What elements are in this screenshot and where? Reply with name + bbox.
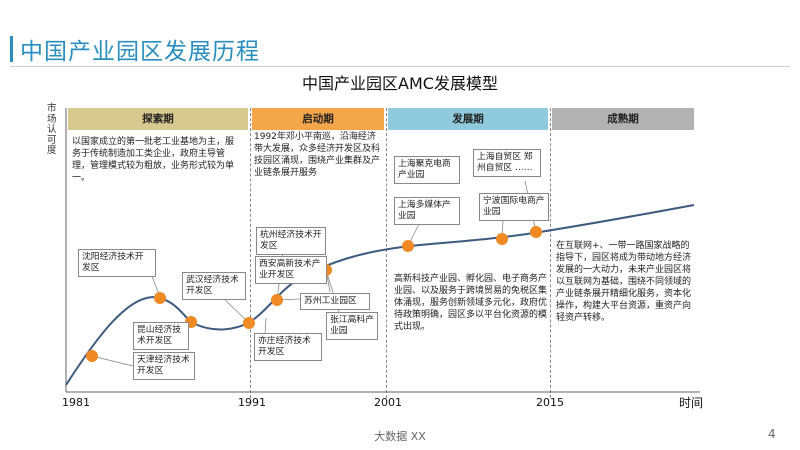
label-suzhou: 苏州工业园区: [300, 293, 370, 310]
marker-tianjin: [86, 350, 98, 362]
y-axis-label: 市场认可度: [47, 103, 57, 156]
title-accent-bar: [10, 36, 13, 62]
page-number: 4: [768, 427, 776, 441]
marker-wuhan: [243, 317, 255, 329]
label-ftz: 上海自贸区 郑州自贸区 ……: [473, 149, 541, 177]
label-multimedia: 上海多媒体产业园: [394, 197, 460, 225]
marker-shenyang: [154, 292, 166, 304]
x-axis-label: 时间: [679, 396, 704, 410]
year-label-2015: 2015: [536, 396, 564, 409]
label-kunshan: 昆山经济技术开发区: [133, 322, 189, 350]
year-label-1991: 1991: [238, 396, 266, 409]
model-title: 中国产业园区AMC发展模型: [302, 74, 498, 93]
phase-header-development: 发展期: [388, 108, 548, 130]
marker-ftz: [530, 226, 542, 238]
title-divider: [10, 66, 790, 67]
label-zhangjiang: 张江高科产业园: [326, 312, 378, 340]
year-label-2001: 2001: [374, 396, 402, 409]
label-yizhuang: 亦庄经济技术开发区: [254, 333, 322, 361]
label-hangzhou: 杭州经济技术开发区: [256, 227, 326, 255]
phase-description-development: 高新科技产业园、孵化园、电子商务产业园、以及服务于跨境贸易的免税区集体涌现，服务…: [394, 274, 548, 332]
connector-tianjin: [91, 355, 134, 367]
label-wuhan: 武汉经济技术开发区: [182, 272, 246, 300]
footer-text: 大数据 XX: [374, 430, 426, 443]
label-tianjin: 天津经济技术开发区: [133, 352, 195, 380]
page-title: 中国产业园区发展历程: [20, 39, 260, 65]
phase-description-exploration: 以国家成立的第一批老工业基地为主，服务于传统制造加工类企业，政府主导管理，管理模…: [72, 137, 235, 183]
marker-hangzhou: [271, 294, 283, 306]
phase-header-exploration: 探索期: [68, 108, 248, 130]
axes: [65, 108, 700, 393]
connector-wuhan: [220, 295, 250, 324]
phase-description-maturity: 在互联网+、一带一路国家战略的指导下，园区将成为带动地方经济发展的一大动力，未来…: [556, 241, 692, 323]
year-label-1981: 1981: [62, 396, 90, 409]
connector-yizhuang: [264, 317, 267, 336]
phase-description-startup: 1992年邓小平南巡，沿海经济带大发展，众多经济开发区及科技园区涌现，围绕产业集…: [254, 132, 381, 178]
label-shenyang: 沈阳经济技术开发区: [78, 249, 156, 277]
phase-divider-2001: [386, 108, 387, 398]
label-juke: 上海聚克电商产业园: [394, 156, 460, 184]
label-ningbo: 宁波国际电商产业园: [479, 193, 549, 221]
phase-divider-2015: [550, 108, 551, 398]
phase-header-startup: 启动期: [252, 108, 384, 130]
phase-divider-1991: [250, 108, 251, 398]
phase-header-maturity: 成熟期: [552, 108, 694, 130]
marker-ningbo: [496, 233, 508, 245]
marker-multimedia: [402, 240, 414, 252]
label-xian: 西安高新技术产业开发区: [255, 256, 327, 284]
